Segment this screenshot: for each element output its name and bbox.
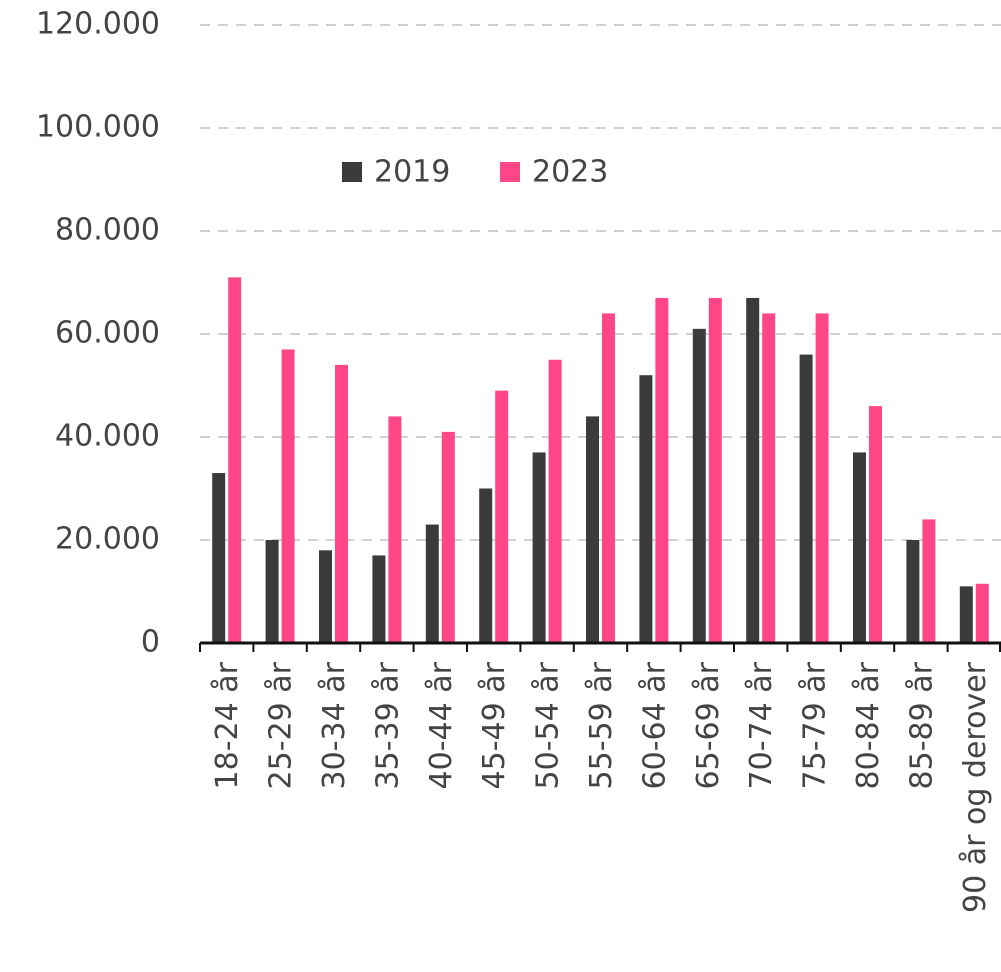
x-tick-label: 85-89 år	[904, 661, 939, 789]
x-tick-label: 60-64 år	[637, 661, 672, 789]
y-tick-label: 100.000	[36, 110, 160, 145]
y-tick-label: 80.000	[55, 213, 160, 248]
y-tick-label: 20.000	[55, 522, 160, 557]
legend-swatch	[342, 162, 362, 182]
bar	[853, 452, 866, 643]
x-tick-label: 90 år og derover	[958, 661, 993, 913]
x-tick-label: 35-39 år	[370, 661, 405, 789]
bar	[335, 364, 348, 643]
bar	[479, 488, 493, 643]
bar	[692, 328, 706, 643]
bar	[388, 416, 402, 643]
bar	[441, 431, 455, 643]
bar	[959, 586, 973, 643]
bar	[906, 540, 920, 643]
x-tick-label: 80-84 år	[851, 661, 886, 789]
bar	[799, 354, 813, 643]
bar	[228, 277, 242, 643]
y-tick-label: 0	[141, 625, 160, 660]
bar	[762, 313, 776, 643]
y-tick-label: 40.000	[55, 419, 160, 454]
legend-label: 2023	[532, 155, 608, 190]
bar	[586, 416, 599, 643]
bar	[655, 297, 669, 643]
bar	[708, 297, 722, 643]
bar	[425, 524, 439, 643]
bar	[212, 473, 226, 643]
legend-label: 2019	[374, 155, 450, 190]
bar	[746, 297, 760, 643]
legend-swatch	[500, 162, 520, 182]
x-tick-label: 70-74 år	[744, 661, 779, 789]
x-tick-label: 25-29 år	[264, 661, 299, 789]
bar	[815, 313, 829, 643]
bar	[281, 349, 295, 643]
bar	[372, 555, 386, 643]
x-tick-label: 40-44 år	[424, 661, 459, 789]
bar	[975, 583, 989, 643]
bar	[265, 540, 279, 643]
bar	[922, 519, 936, 643]
bar	[532, 452, 546, 643]
x-tick-label: 18-24 år	[210, 661, 245, 789]
x-tick-label: 30-34 år	[317, 661, 352, 789]
bar	[639, 375, 653, 643]
bar	[548, 359, 562, 643]
bar	[495, 390, 509, 643]
bar	[319, 550, 332, 643]
x-tick-label: 75-79 år	[798, 661, 833, 789]
bar	[869, 406, 882, 643]
bar	[602, 313, 615, 643]
y-tick-label: 60.000	[55, 316, 160, 351]
x-tick-label: 65-69 år	[691, 661, 726, 789]
x-tick-label: 45-49 år	[477, 661, 512, 789]
x-tick-label: 55-59 år	[584, 661, 619, 789]
x-tick-label: 50-54 år	[531, 661, 566, 789]
y-tick-label: 120.000	[36, 7, 160, 42]
